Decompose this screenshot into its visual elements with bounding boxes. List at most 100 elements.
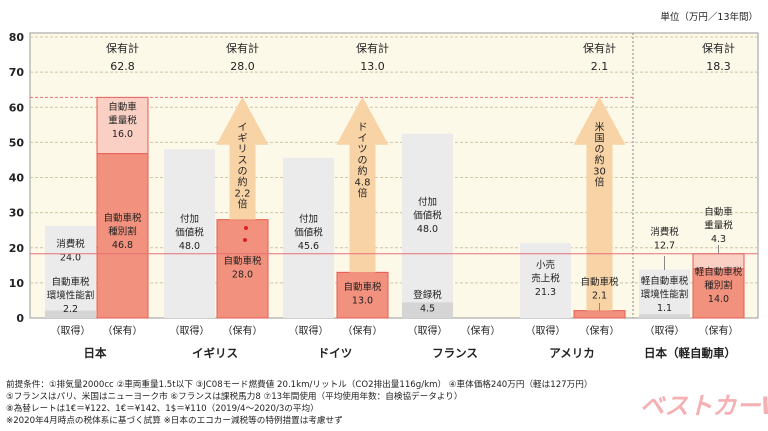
bar-label: 13.0 [352, 296, 373, 307]
x-category-label: （取得） [170, 325, 210, 337]
bar-acquisition-segment [402, 302, 453, 318]
marker-dot [244, 226, 248, 230]
bar-acquisition-segment [402, 133, 453, 303]
bar-ownership-segment [692, 268, 745, 319]
footnotes: 前提条件：①排気量2000cc ②車両重量1.5t以下 ③JC08モード燃費値 … [6, 378, 592, 426]
y-tick-label: 40 [9, 172, 25, 185]
total-value: 13.0 [360, 60, 385, 73]
bar-label: 環境性能割 [641, 289, 689, 301]
bar-acquisition-segment [45, 310, 96, 318]
bar-label: 登録税 [413, 289, 442, 301]
x-category-label: （取得） [408, 325, 448, 337]
bar-label: 軽自動車税 [695, 266, 743, 278]
bar-label: 45.6 [298, 241, 319, 252]
x-category-label: （保有） [103, 324, 143, 337]
multiplier-arrow [216, 96, 269, 220]
bar-label: 自動車 [108, 101, 137, 113]
bar-label: 種別割 [108, 226, 137, 238]
y-tick-label: 10 [9, 277, 25, 290]
footnote: ⑤フランスはパリ、米国はニューヨーク市 ⑥フランスは課税馬力8 ⑦13年間使用（… [6, 390, 462, 402]
bar-label: 2.2 [63, 304, 78, 315]
bar-label: 2.1 [592, 291, 607, 302]
bar-label: 価値税 [175, 227, 204, 239]
country-label: アメリカ [549, 346, 594, 360]
bar-label: 12.7 [654, 241, 675, 252]
bar-label: 14.0 [708, 294, 729, 305]
bar-label: 自動車税 [223, 255, 262, 267]
x-category-label: （取得） [289, 325, 329, 337]
bar-label: 付加 [180, 214, 199, 225]
bar-label: 種別割 [704, 280, 733, 292]
bar-label: 重量税 [704, 220, 733, 232]
total-value: 2.1 [591, 60, 609, 73]
y-tick-label: 80 [9, 31, 25, 44]
x-category-label: （保有） [580, 324, 620, 337]
bar-label: 環境性能割 [47, 290, 95, 302]
multiplier-arrow [573, 96, 626, 311]
plot-area [29, 32, 759, 319]
x-category-label: （取得） [526, 325, 566, 337]
bar-label: 自動車税 [343, 281, 382, 293]
bar-label: 自動車税 [580, 276, 619, 288]
total-label: 保有計 [106, 41, 139, 55]
bar-label: 付加 [418, 197, 437, 208]
unit-label: 単位（万円／13年間） [660, 11, 758, 23]
y-tick-label: 50 [9, 136, 25, 149]
bar-label: 4.3 [711, 234, 726, 245]
logo: ベストカーWeb [640, 392, 768, 420]
marker-dot [243, 238, 247, 242]
total-value: 28.0 [230, 60, 255, 73]
bar-label: 1.1 [657, 303, 672, 314]
footnote: ※2020年4月時点の税体系に基づく試算 ※日本のエコカー減税等の特例措置は考慮… [6, 414, 343, 426]
arrow-label: イギリスの約 2.2 倍 [235, 123, 251, 211]
y-tick-label: 70 [9, 66, 25, 79]
country-label: イギリス [192, 346, 238, 360]
bar-label: 48.0 [417, 224, 438, 235]
total-label: 保有計 [702, 41, 735, 55]
arrow-label: ドイツの約 4.8 倍 [355, 123, 371, 200]
multiplier-arrow [336, 96, 389, 273]
country-label: 日本（軽自動車） [644, 346, 736, 360]
bar-label: 48.0 [179, 241, 200, 252]
bar-label: 消費税 [650, 226, 679, 238]
footnote: 前提条件：①排気量2000cc ②車両重量1.5t以下 ③JC08モード燃費値 … [6, 378, 592, 390]
country-label: 日本 [84, 346, 107, 360]
x-category-label: （保有） [461, 324, 501, 337]
bar-label: 付加 [299, 214, 318, 225]
bar-label: 小売 [536, 259, 555, 271]
x-category-label: （取得） [645, 325, 685, 337]
y-tick-label: 30 [9, 207, 25, 220]
footnote: ⑧為替レートは1€＝¥122、1€＝¥142、1$＝¥110（2019/4～20… [6, 402, 319, 414]
bar-label: 46.8 [112, 240, 133, 251]
logo-text: ベストカーWeb [640, 392, 768, 420]
bar-label: 消費税 [56, 238, 85, 250]
bar-acquisition-segment [639, 314, 690, 318]
y-tick-label: 0 [16, 312, 24, 325]
bar-acquisition-segment [164, 149, 215, 318]
bar-ownership-segment [96, 153, 149, 319]
bar-label: 16.0 [112, 129, 133, 140]
bar-acquisition-segment [520, 243, 571, 318]
y-tick-label: 20 [9, 242, 25, 255]
bar-ownership-segment [216, 219, 269, 319]
bar-label: 軽自動車税 [641, 275, 689, 287]
total-label: 保有計 [583, 41, 616, 55]
bar-label: 自動車税 [51, 276, 90, 288]
bar-label: 4.5 [420, 304, 435, 315]
x-category-label: （取得） [51, 325, 91, 337]
bar-label: 重量税 [108, 115, 137, 127]
x-category-label: （保有） [699, 324, 739, 337]
x-category-label: （保有） [343, 324, 383, 337]
country-label: フランス [432, 346, 478, 360]
bar-label: 価値税 [294, 227, 323, 239]
bar-acquisition-segment [283, 157, 334, 318]
bar-label: 自動車税 [103, 212, 142, 224]
bar-label: 自動車 [704, 206, 733, 218]
total-value: 62.8 [110, 60, 135, 73]
bar-label: 売上税 [531, 273, 560, 285]
bar-acquisition-segment [639, 269, 690, 315]
bar-acquisition-segment [45, 225, 96, 311]
bar-label: 21.3 [535, 287, 556, 298]
country-label: ドイツ [318, 346, 353, 360]
